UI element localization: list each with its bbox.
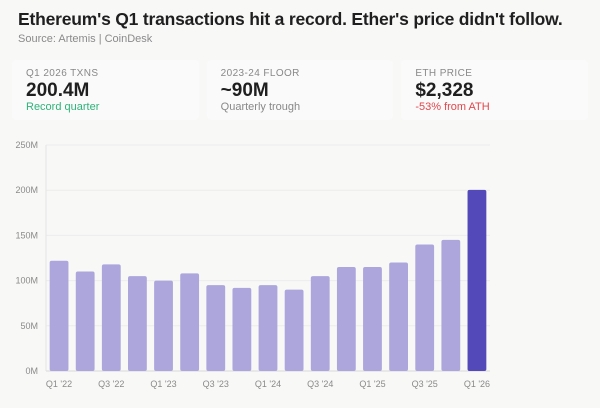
bar-Q3-24 — [310, 276, 330, 371]
y-tick-label: 250M — [15, 140, 38, 150]
stat-sub: Quarterly trough — [220, 101, 301, 113]
bar-Q4-25 — [441, 239, 461, 371]
y-tick-label: 150M — [15, 230, 38, 240]
bar-Q4-22 — [128, 276, 147, 371]
x-tick-label: Q3 '23 — [203, 379, 229, 389]
stat-label: ETH PRICE — [415, 68, 473, 79]
stat-cards: Q1 2026 TXNS 200.4M Record quarter 2023-… — [12, 60, 589, 120]
x-tick-label: Q1 '24 — [255, 379, 281, 389]
x-tick-label: Q1 '22 — [46, 379, 72, 389]
bar-Q1-22 — [49, 260, 69, 371]
x-tick-label: Q3 '25 — [412, 379, 438, 389]
y-tick-label: 200M — [15, 185, 38, 195]
stat-card-price: ETH PRICE $2,328 -53% from ATH — [401, 60, 589, 120]
stat-card-txns: Q1 2026 TXNS 200.4M Record quarter — [12, 60, 199, 120]
x-tick-label: Q1 '26 — [464, 379, 490, 389]
bar-Q1-23 — [154, 280, 173, 371]
x-tick-label: Q3 '24 — [307, 379, 333, 389]
stat-value: 200.4M — [26, 80, 90, 101]
stat-sub: Record quarter — [26, 101, 100, 113]
source-note: Source: Artemis | CoinDesk — [18, 33, 153, 45]
bar-Q3-25 — [415, 244, 435, 371]
bar-Q1-25 — [363, 267, 382, 371]
bar-chart: 0M 50M 100M 150M 200M 250M Q1 '22 Q3 '22 Q1 '23 Q… — [15, 140, 490, 389]
stat-value: $2,328 — [415, 80, 474, 101]
y-tick-label: 100M — [15, 276, 38, 286]
bar-Q2-23 — [180, 273, 200, 371]
stat-card-floor: 2023-24 FLOOR ~90M Quarterly trough — [206, 60, 394, 120]
bar-Q4-23 — [232, 287, 252, 371]
bar-Q3-23 — [206, 285, 226, 371]
y-tick-label: 50M — [20, 321, 38, 331]
y-tick-label: 0M — [25, 366, 38, 376]
bar-Q1-24 — [258, 285, 278, 371]
bar-Q1-26 — [467, 189, 487, 371]
chart-title: Ethereum's Q1 transactions hit a record.… — [18, 9, 563, 29]
bar-Q2-22 — [75, 271, 95, 371]
stat-sub: -53% from ATH — [415, 101, 490, 113]
x-tick-label: Q1 '25 — [359, 379, 385, 389]
bar-Q4-24 — [336, 267, 356, 371]
x-tick-label: Q3 '22 — [98, 379, 124, 389]
stat-label: Q1 2026 TXNS — [26, 68, 99, 79]
bar-Q2-24 — [284, 289, 304, 371]
bar-Q2-25 — [389, 262, 408, 371]
x-tick-label: Q1 '23 — [150, 379, 176, 389]
stat-value: ~90M — [220, 80, 269, 101]
bar-Q3-22 — [101, 264, 121, 371]
stat-label: 2023-24 FLOOR — [220, 68, 300, 79]
